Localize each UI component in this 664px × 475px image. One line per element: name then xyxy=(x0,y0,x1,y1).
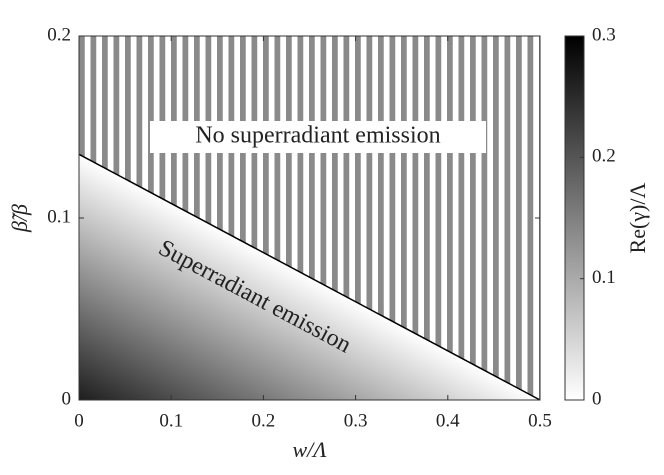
x-tick-label: 0.2 xyxy=(252,410,276,431)
x-axis-label: w/Λ xyxy=(292,437,327,462)
colorbar-tick-label: 0.1 xyxy=(592,267,616,288)
boundary-line xyxy=(78,153,541,401)
y-tick-label: 0.1 xyxy=(47,206,71,227)
y-tick-label: 0.2 xyxy=(47,24,71,45)
colorbar-tick-label: 0.3 xyxy=(592,24,616,45)
x-tick-label: 0.3 xyxy=(344,410,368,431)
annotation: No superradiant emission xyxy=(195,123,440,149)
x-tick-label: 0 xyxy=(74,410,84,431)
colorbar xyxy=(564,35,585,401)
x-tick-label: 0.4 xyxy=(436,410,460,431)
y-tick-label: 0 xyxy=(62,388,72,409)
colorbar-tick-label: 0.2 xyxy=(592,146,616,167)
x-tick-label: 0.1 xyxy=(159,410,183,431)
y-axis-label: β̃/β xyxy=(7,204,32,233)
annotation-box xyxy=(150,121,486,153)
colorbar-label: Re(γ)/Λ xyxy=(625,183,650,254)
x-tick-label: 0.5 xyxy=(528,410,552,431)
colorbar-tick-label: 0 xyxy=(592,388,602,409)
